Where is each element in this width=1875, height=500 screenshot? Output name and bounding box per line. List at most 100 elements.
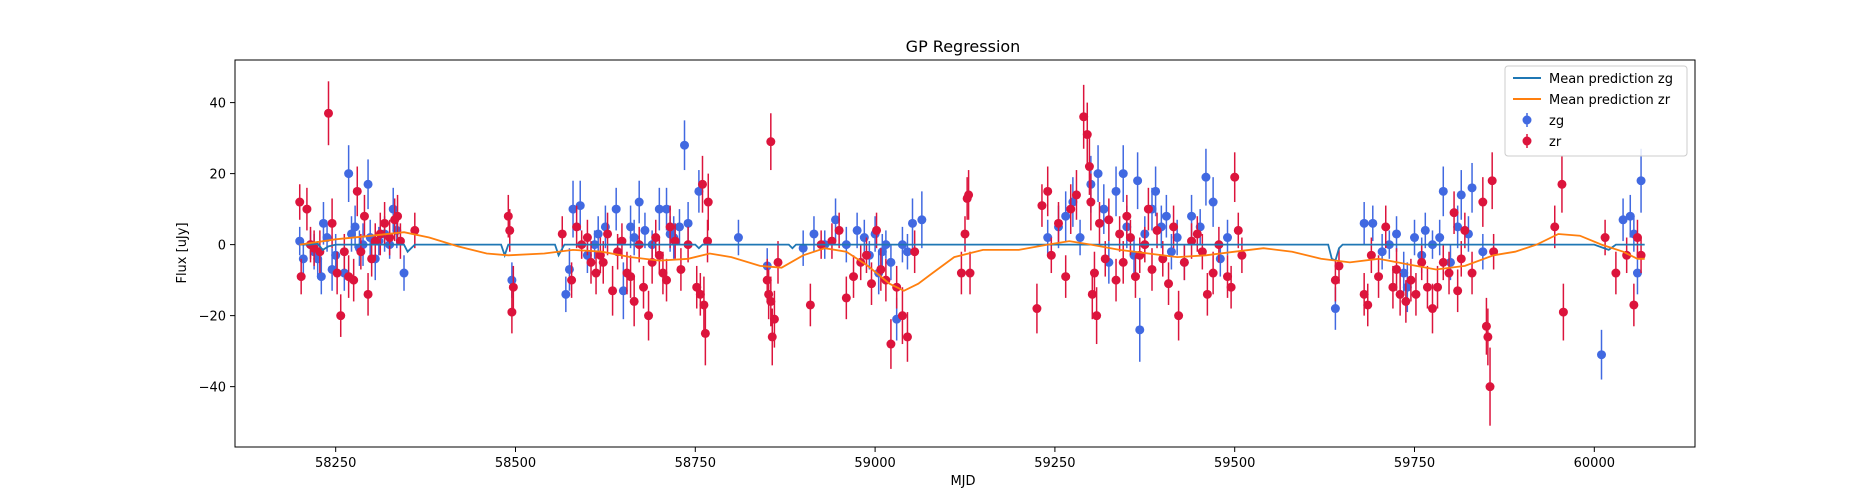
zr-point xyxy=(1130,272,1140,282)
zr-point xyxy=(1401,296,1411,306)
zg-point xyxy=(917,215,927,225)
zg-point xyxy=(1223,233,1233,243)
zr-point xyxy=(695,289,705,299)
legend-item: zg xyxy=(1522,113,1564,129)
zg-point xyxy=(654,204,664,214)
zr-point xyxy=(608,286,618,296)
zg-point xyxy=(568,204,578,214)
zr-point xyxy=(327,218,337,228)
x-tick-label: 58750 xyxy=(675,456,716,471)
zr-point xyxy=(1179,257,1189,267)
zr-point xyxy=(964,190,974,200)
plot-area xyxy=(295,81,1646,426)
zr-point xyxy=(1363,300,1373,310)
zr-point xyxy=(1046,250,1056,260)
legend-label: zg xyxy=(1549,114,1564,129)
zr-point xyxy=(296,272,306,282)
zr-point xyxy=(1392,264,1402,274)
zr-point xyxy=(1557,179,1567,189)
zr-point xyxy=(626,272,636,282)
zr-point xyxy=(1460,225,1470,235)
zg-point xyxy=(1467,183,1477,193)
axes-frame xyxy=(234,59,1696,448)
zr-point xyxy=(867,279,877,289)
zr-point xyxy=(703,197,713,207)
zr-point xyxy=(567,275,577,285)
zr-point xyxy=(902,332,912,342)
zr-point xyxy=(886,339,896,349)
x-tick-label: 59000 xyxy=(854,456,895,471)
zr-point xyxy=(1100,254,1110,264)
zg-point xyxy=(1187,211,1197,221)
zr-point xyxy=(1374,272,1384,282)
zg-point xyxy=(1111,186,1121,196)
zr-point xyxy=(1478,197,1488,207)
zr-point xyxy=(1143,204,1153,214)
zr-point xyxy=(339,247,349,257)
zg-point xyxy=(1133,176,1143,186)
zr-point xyxy=(658,268,668,278)
zr-point xyxy=(1079,112,1089,122)
zg-point xyxy=(316,272,326,282)
zr-point xyxy=(1636,250,1646,260)
legend-item: Mean prediction zr xyxy=(1513,93,1671,108)
zr-point xyxy=(1230,172,1240,182)
zr-point xyxy=(393,211,403,221)
zg-point xyxy=(1478,247,1488,257)
zg-point xyxy=(1438,186,1448,196)
zr-point xyxy=(586,257,596,267)
zr-point xyxy=(651,233,661,243)
zr-point xyxy=(370,236,380,246)
zg-point xyxy=(1043,233,1053,243)
zr-point xyxy=(1629,300,1639,310)
zg-point xyxy=(1597,350,1607,360)
zr-point xyxy=(1226,282,1236,292)
zr-point xyxy=(1487,176,1497,186)
x-tick-label: 59500 xyxy=(1214,456,1255,471)
zg-point xyxy=(1099,204,1109,214)
zg-point xyxy=(733,233,743,243)
zr-point xyxy=(1197,247,1207,257)
zg-point xyxy=(1208,197,1218,207)
y-tick-label: 20 xyxy=(209,168,226,183)
zr-point xyxy=(349,275,359,285)
zg-point xyxy=(1135,325,1145,335)
zr-point xyxy=(1422,282,1432,292)
y-tick-label: −40 xyxy=(199,381,226,396)
y-axis-label: Flux [uJy] xyxy=(175,222,190,283)
zr-point xyxy=(1043,186,1053,196)
zr-point xyxy=(692,282,702,292)
zr-point xyxy=(1032,304,1042,314)
zg-point xyxy=(1399,268,1409,278)
zg-point xyxy=(1420,225,1430,235)
zr-point xyxy=(1444,268,1454,278)
zr-point xyxy=(508,282,518,292)
zr-point xyxy=(359,211,369,221)
zr-point xyxy=(1037,201,1047,211)
legend-marker-swatch xyxy=(1522,136,1532,146)
zr-point xyxy=(703,236,713,246)
zg-point xyxy=(1402,282,1412,292)
zr-point xyxy=(1427,304,1437,314)
zg-point xyxy=(1632,268,1642,278)
zr-point xyxy=(507,307,517,317)
zr-point xyxy=(1489,247,1499,257)
zg-point xyxy=(1453,222,1463,232)
zg-point xyxy=(680,140,690,150)
zr-point xyxy=(1485,382,1495,392)
zg-point xyxy=(852,225,862,235)
legend-item: zr xyxy=(1522,134,1562,150)
zg-point xyxy=(1636,176,1646,186)
zr-point xyxy=(1174,311,1184,321)
zr-point xyxy=(665,222,675,232)
zr-point xyxy=(769,314,779,324)
zg-point xyxy=(1435,233,1445,243)
legend-item: Mean prediction zg xyxy=(1513,72,1673,87)
zr-point xyxy=(872,225,882,235)
zr-point xyxy=(827,236,837,246)
legend-box xyxy=(1504,65,1688,157)
zr-point xyxy=(1169,222,1179,232)
zg-point xyxy=(1075,233,1085,243)
zg-point xyxy=(1161,211,1171,221)
zg-point xyxy=(626,222,636,232)
